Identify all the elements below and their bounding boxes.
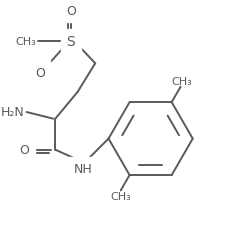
Text: O: O — [19, 144, 29, 156]
Text: CH₃: CH₃ — [110, 191, 131, 201]
Text: NH: NH — [74, 162, 92, 175]
Text: H₂N: H₂N — [0, 106, 24, 119]
Text: O: O — [66, 4, 76, 18]
Text: S: S — [66, 35, 75, 49]
Text: O: O — [35, 66, 45, 79]
Text: CH₃: CH₃ — [16, 37, 37, 47]
Text: CH₃: CH₃ — [171, 77, 192, 87]
